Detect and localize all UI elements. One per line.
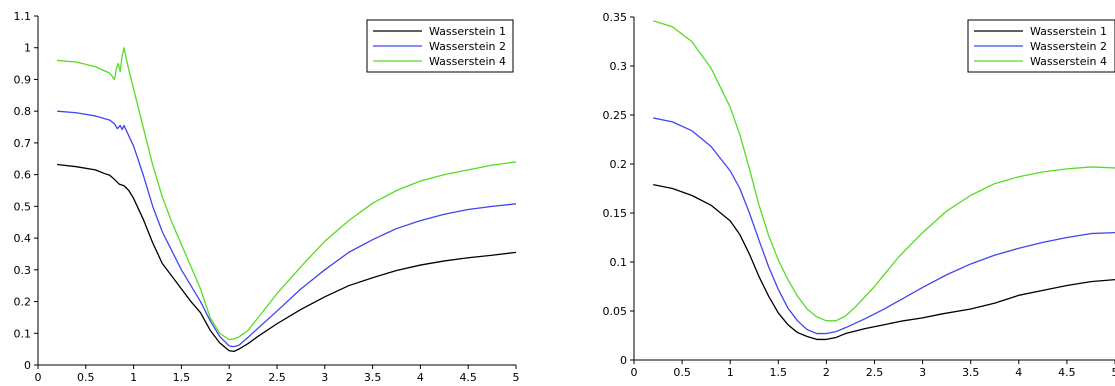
chart-0-legend-label: Wasserstein 1 (429, 25, 506, 38)
chart-1-ytick-label: 0.35 (603, 11, 628, 24)
chart-0-ytick-label: 0.6 (14, 169, 32, 182)
chart-1-legend-label: Wasserstein 2 (1030, 40, 1107, 53)
chart-1-series-line-1 (653, 183, 1115, 341)
chart-0-ytick-label: 0.2 (14, 296, 32, 309)
chart-1-series-line-3 (653, 20, 1115, 322)
chart-1-ytick-label: 0.05 (603, 305, 628, 318)
chart-1-legend-label: Wasserstein 4 (1030, 55, 1107, 68)
chart-1-xtick-label: 3.5 (962, 366, 980, 379)
right-chart: 0 0.05 0.1 0.15 0.2 0.25 0.3 0.35 0 0.5 1 1.5 2 2.5 3 3… (603, 11, 1115, 379)
chart-0-xtick-label: 1.5 (173, 371, 191, 384)
chart-0-xtick-label: 3 (321, 371, 328, 384)
chart-1-xtick-label: 5 (1112, 366, 1115, 379)
chart-0-xtick-label: 2 (226, 371, 233, 384)
chart-0-xtick-label: 2.5 (268, 371, 286, 384)
chart-0-series-line-1 (57, 163, 517, 353)
chart-0-xtick-label: 1 (130, 371, 137, 384)
chart-0-series-line-2 (57, 110, 517, 348)
chart-0-xtick-label: 4.5 (459, 371, 477, 384)
chart-1-ytick-label: 0.1 (610, 256, 628, 269)
chart-1-ytick-label: 0.2 (610, 158, 628, 171)
chart-1-xtick-label: 4 (1015, 366, 1022, 379)
chart-1-series-line-2 (653, 117, 1115, 335)
chart-0-ytick-label: 0.5 (14, 200, 32, 213)
left-chart: 0 0.1 0.2 0.3 0.4 0.5 0.6 0.7 0.8 0.9 1 1.1 0 0.5 1 1.5… (14, 10, 520, 384)
chart-1-ytick-label: 0.3 (610, 60, 628, 73)
chart-1-xtick-label: 0.5 (673, 366, 691, 379)
chart-0-ytick-label: 1.1 (14, 10, 32, 23)
chart-1-xtick-label: 4.5 (1058, 366, 1076, 379)
chart-0-ytick-label: 0.8 (14, 105, 32, 118)
chart-1-ytick-label: 0 (620, 354, 627, 367)
chart-1-xtick-label: 0 (631, 366, 638, 379)
chart-0-ytick-label: 0.7 (14, 137, 32, 150)
chart-0-ytick-label: 0.9 (14, 73, 32, 86)
chart-0-xtick-label: 3.5 (364, 371, 382, 384)
chart-0-legend-label: Wasserstein 2 (429, 40, 506, 53)
chart-0-xtick-label: 4 (417, 371, 424, 384)
chart-1-xtick-label: 3 (919, 366, 926, 379)
chart-0-ytick-label: 1 (24, 42, 31, 55)
chart-1-ytick-label: 0.25 (603, 109, 628, 122)
chart-1-legend-label: Wasserstein 1 (1030, 25, 1107, 38)
chart-0-ytick-label: 0.1 (14, 327, 32, 340)
chart-0-ytick-label: 0.4 (14, 232, 32, 245)
chart-1-xtick-label: 1 (727, 366, 734, 379)
chart-0-xtick-label: 0 (35, 371, 42, 384)
chart-1-ytick-label: 0.15 (603, 207, 628, 220)
chart-0-ytick-label: 0 (24, 359, 31, 372)
chart-0-series-line-3 (57, 47, 517, 341)
chart-1-xtick-label: 1.5 (770, 366, 788, 379)
chart-1-xtick-label: 2 (823, 366, 830, 379)
chart-0-ytick-label: 0.3 (14, 264, 32, 277)
chart-1-xtick-label: 2.5 (866, 366, 884, 379)
chart-0-xtick-label: 0.5 (77, 371, 95, 384)
chart-0-legend-label: Wasserstein 4 (429, 55, 506, 68)
chart-0-xtick-label: 5 (513, 371, 520, 384)
